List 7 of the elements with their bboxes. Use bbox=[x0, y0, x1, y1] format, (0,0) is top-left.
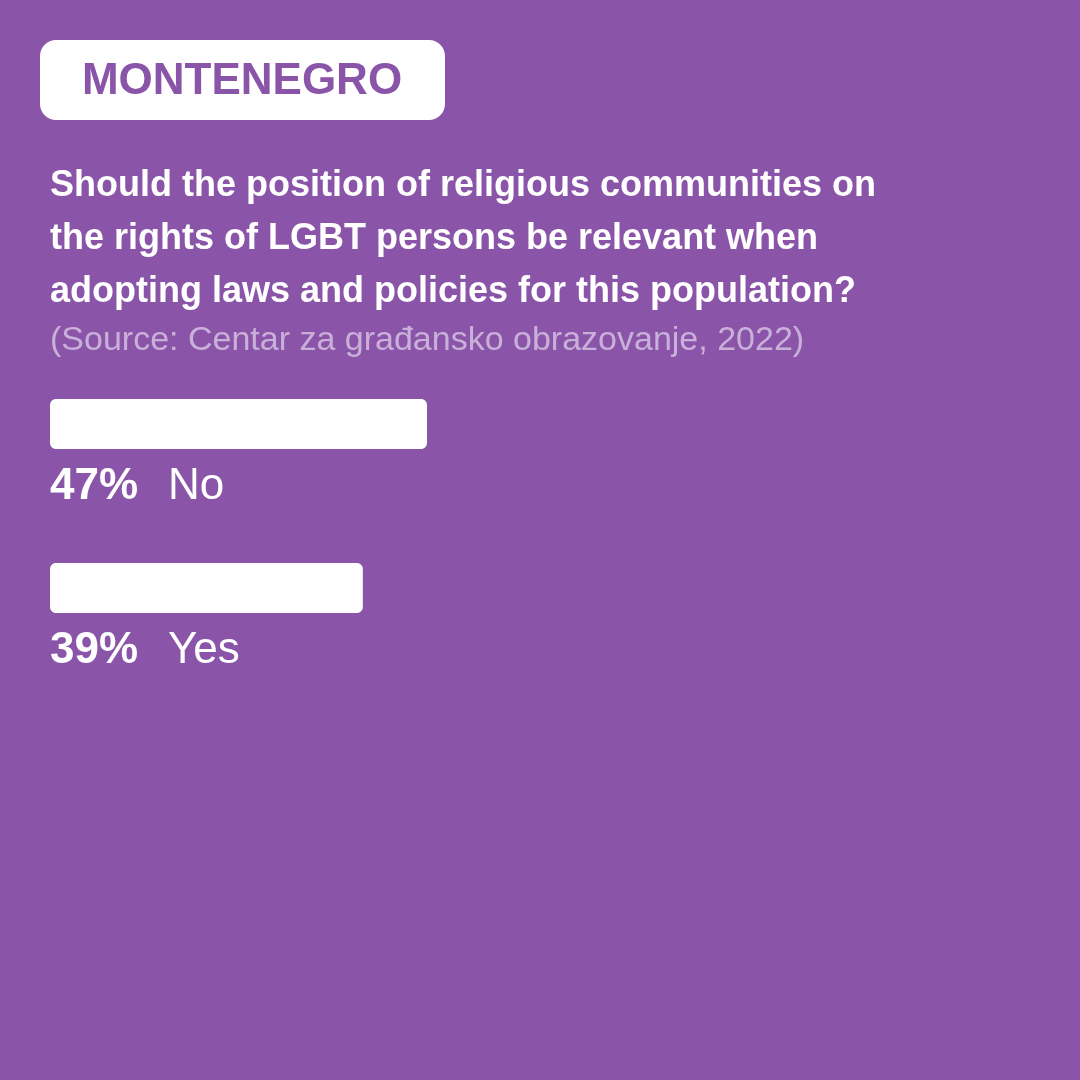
chart-subtitle: Should the position of religious communities on the rights of LGBT persons be relevant when adopting laws and policies for this population? bbox=[50, 163, 876, 310]
data-label: 47% bbox=[50, 459, 139, 508]
chart-title: MONTENEGRO bbox=[81, 54, 403, 103]
data-label: 39% bbox=[50, 623, 139, 672]
y-tick-label: Yes bbox=[168, 623, 240, 672]
y-tick-label: No bbox=[168, 459, 225, 508]
text: (Source: Centar za građansko obrazovanje, 2022) bbox=[50, 319, 805, 357]
